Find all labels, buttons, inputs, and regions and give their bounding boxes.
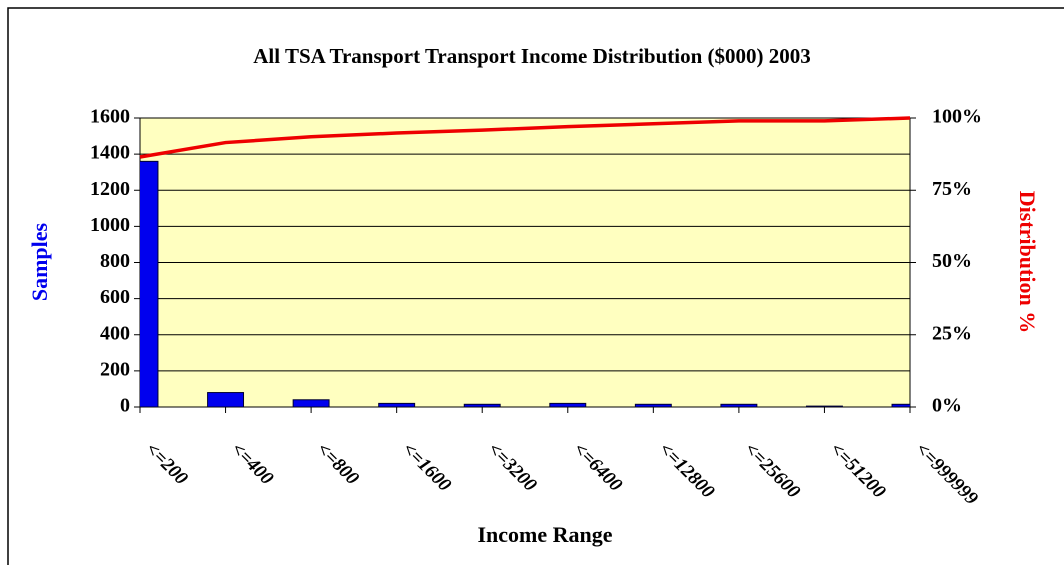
y2-tick-label: 100% — [932, 106, 982, 128]
bar — [549, 402, 587, 407]
y-tick-label: 200 — [100, 358, 130, 380]
bar — [805, 405, 843, 407]
y2-axis-title: Distribution % — [1015, 191, 1040, 333]
bar — [463, 403, 501, 407]
y2-tick-label: 50% — [932, 250, 972, 272]
y-tick-label: 0 — [120, 395, 130, 417]
y-tick-label: 400 — [100, 322, 130, 344]
bar — [720, 403, 758, 407]
y-tick-label: 1200 — [90, 178, 130, 200]
y2-tick-label: 75% — [932, 178, 972, 200]
y-tick-label: 1600 — [90, 106, 130, 128]
x-axis-title: Income Range — [477, 522, 612, 547]
y-tick-label: 1000 — [90, 214, 130, 236]
y-axis-title: Samples — [27, 222, 52, 301]
chart-title: All TSA Transport Transport Income Distr… — [253, 44, 811, 68]
y-tick-label: 1400 — [90, 142, 130, 164]
plot-marks — [140, 160, 910, 407]
y2-tick-label: 0% — [932, 395, 962, 417]
bar — [634, 403, 672, 407]
y2-tick-label: 25% — [932, 322, 972, 344]
bar — [207, 392, 245, 407]
bar — [378, 402, 416, 407]
y-tick-label: 800 — [100, 250, 130, 272]
bar — [140, 160, 159, 407]
line — [139, 116, 911, 159]
bar — [292, 399, 330, 407]
y-tick-label: 600 — [100, 286, 130, 308]
